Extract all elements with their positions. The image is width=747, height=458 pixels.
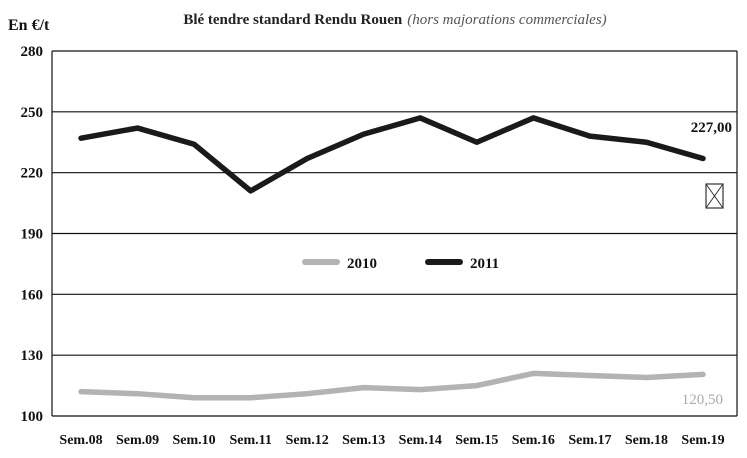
y-tick-labels: 100 130 160 190 220 250 280 [21,44,44,425]
x-tick-label: Sem.14 [399,433,442,448]
data-point-2011 [79,136,83,140]
data-point-2010 [531,371,535,375]
chart-subtitle: (hors majorations commerciales) [407,12,606,28]
x-tick-label: Sem.17 [568,433,611,448]
series-line-2011 [78,115,706,194]
data-point-2010 [644,375,648,379]
y-tick-label: 280 [21,44,44,60]
data-point-2011 [192,142,196,146]
end-value-2011: 227,00 [691,120,732,136]
y-axis-label: En €/t [8,17,50,34]
series-lines [78,115,706,401]
x-tick-label: Sem.15 [455,433,498,448]
y-tick-label: 130 [21,348,44,364]
y-tick-label: 190 [21,227,44,243]
x-tick-label: Sem.16 [512,433,555,448]
legend-label-2010: 2010 [347,256,377,272]
y-tick-label: 250 [21,105,44,121]
data-point-2011 [531,116,535,120]
x-tick-label: Sem.08 [59,433,102,448]
x-tick-label: Sem.09 [116,433,159,448]
chart-title-main: Blé tendre standard Rendu Rouen [183,12,403,28]
data-point-2011 [588,134,592,138]
data-point-2011 [362,132,366,136]
data-point-2010 [588,373,592,377]
y-tick-label: 220 [21,166,44,182]
data-point-2011 [305,156,309,160]
data-point-2011 [136,126,140,130]
series-line-2010 [78,370,706,401]
x-tick-label: Sem.12 [286,433,329,448]
data-point-2010 [362,386,366,390]
x-tick-label: Sem.10 [173,433,216,448]
data-point-2010 [305,392,309,396]
crossed-box-icon [705,183,724,209]
legend: 2010 2011 [302,256,499,272]
data-point-2010 [249,396,253,400]
data-point-2010 [475,384,479,388]
data-point-2010 [136,392,140,396]
y-tick-label: 100 [21,409,44,425]
data-point-2011 [644,140,648,144]
x-tick-label: Sem.13 [342,433,385,448]
data-point-2010 [418,388,422,392]
x-tick-labels: Sem.08 Sem.09 Sem.10 Sem.11 Sem.12 Sem.13 Sem.… [59,433,724,448]
data-point-2011 [249,189,253,193]
data-point-2011 [418,116,422,120]
x-tick-label: Sem.18 [625,433,668,448]
chart-title: Blé tendre standard Rendu Rouen (hors maj… [183,12,606,28]
end-value-2010: 120,50 [682,392,723,408]
legend-label-2011: 2011 [470,256,499,272]
data-point-2011 [701,156,705,160]
x-tick-label: Sem.19 [681,433,724,448]
data-point-2010 [192,396,196,400]
data-point-2010 [79,390,83,394]
x-tick-label: Sem.11 [229,433,271,448]
y-tick-label: 160 [21,287,44,303]
data-point-2011 [475,140,479,144]
data-point-2010 [701,372,705,376]
grid [51,50,738,417]
